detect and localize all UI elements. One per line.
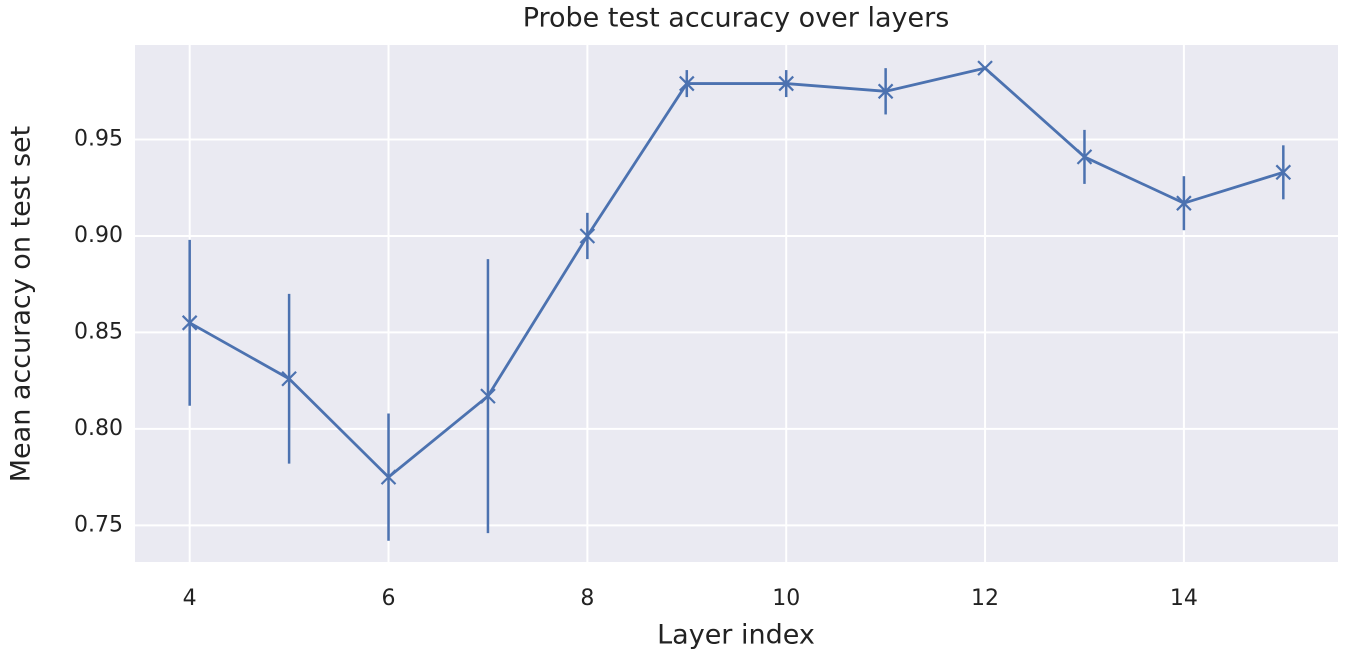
- y-tick-label: 0.80: [74, 416, 123, 441]
- x-tick-label: 6: [382, 586, 396, 611]
- x-tick-label: 12: [971, 586, 999, 611]
- y-tick-label: 0.90: [74, 223, 123, 248]
- x-tick-label: 10: [772, 586, 800, 611]
- y-tick-label: 0.75: [74, 512, 123, 537]
- y-axis-label: Mean accuracy on test set: [6, 126, 37, 482]
- x-axis-label: Layer index: [657, 620, 815, 651]
- marker: [977, 60, 993, 76]
- y-tick-label: 0.95: [74, 127, 123, 152]
- marker: [877, 83, 894, 100]
- plot-area: [135, 45, 1338, 562]
- x-tick-label: 4: [183, 586, 197, 611]
- x-tick-label: 8: [580, 586, 594, 611]
- marker: [281, 370, 297, 387]
- marker: [380, 469, 397, 485]
- marker: [579, 228, 596, 244]
- marker: [181, 315, 198, 331]
- marker: [679, 75, 695, 92]
- chart-title: Probe test accuracy over layers: [523, 3, 950, 34]
- x-tick-label: 14: [1170, 586, 1198, 611]
- line: [188, 66, 1284, 479]
- marker: [480, 388, 496, 404]
- marker: [1176, 195, 1192, 211]
- marker: [1076, 149, 1093, 165]
- y-tick-label: 0.85: [74, 319, 123, 344]
- marker: [1275, 164, 1292, 181]
- marker: [778, 75, 794, 92]
